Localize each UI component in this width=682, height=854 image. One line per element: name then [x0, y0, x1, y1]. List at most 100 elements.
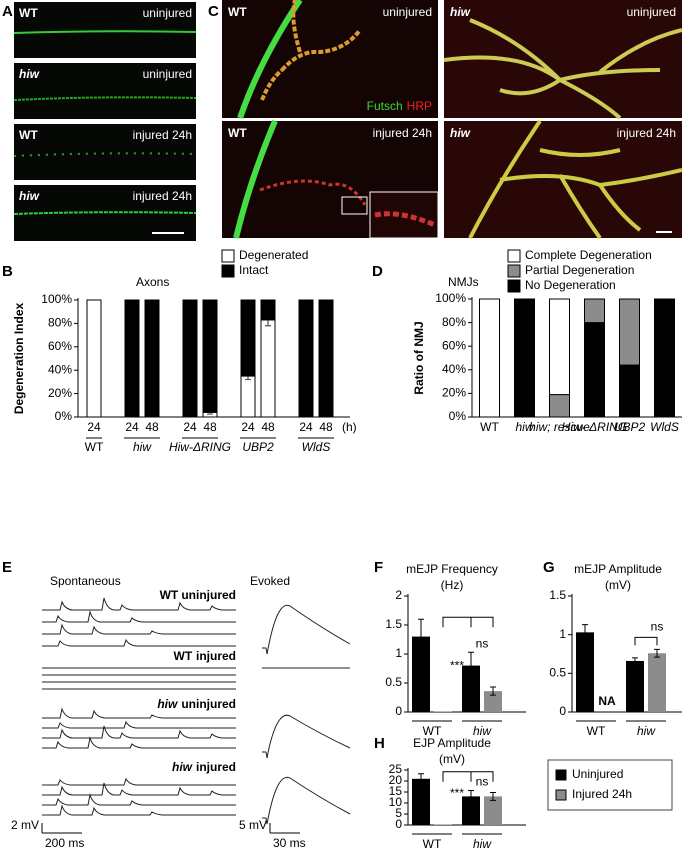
image-genotype: WT [228, 126, 247, 140]
panel-letter: H [374, 735, 385, 752]
image-condition: uninjured [383, 5, 432, 19]
x-tick-label: hiw [473, 837, 492, 851]
x-tick-label: hiw; rescue [529, 420, 590, 434]
trace-group-label: WT uninjured [160, 588, 236, 602]
image-condition: injured 24h [373, 126, 432, 140]
legend-swatch [507, 264, 521, 278]
evoked-trace [262, 604, 351, 655]
x-tick-label: 24 [183, 420, 197, 434]
chart-title: mEJP Amplitude [574, 562, 662, 576]
y-tick-label: 1 [559, 627, 566, 641]
y-tick-label: 60% [442, 338, 466, 352]
bar-segment [514, 298, 535, 418]
condition: injured [196, 649, 236, 663]
y-tick-label: 0% [55, 409, 73, 423]
x-tick-label: WT [423, 724, 442, 738]
x-tick-label: 24 [241, 420, 255, 434]
condition: uninjured [181, 697, 236, 711]
stain-name: HRP [407, 99, 432, 113]
bar [484, 796, 502, 825]
y-tick-label: 0 [395, 817, 402, 831]
image-condition: injured 24h [133, 189, 192, 203]
image-condition: injured 24h [133, 128, 192, 142]
bar-segment [549, 394, 570, 418]
image-genotype: hiw [450, 5, 471, 19]
bar [462, 796, 480, 825]
image-condition: injured 24h [617, 126, 676, 140]
error-bar [632, 657, 638, 665]
error-bar [490, 686, 496, 696]
genotype: WT [160, 588, 179, 602]
x-tick-label: WT [423, 837, 442, 851]
condition: uninjured [181, 588, 236, 602]
x-tick-label: Hiw- ΔRING [562, 420, 627, 434]
panel-letter: B [2, 263, 13, 280]
legend-label: Complete Degeneration [525, 248, 652, 262]
x-tick-label: 48 [319, 420, 333, 434]
condition: injured [196, 760, 236, 774]
scale-amplitude: 5 mV [239, 818, 267, 832]
trace-title: Spontaneous [50, 574, 121, 588]
y-tick-label: 0.5 [549, 666, 566, 680]
y-tick-label: 60% [48, 339, 72, 353]
chart-title: EJP Amplitude [413, 736, 491, 750]
evoked-trace [262, 776, 351, 825]
annotation: ns [651, 620, 664, 634]
trace [42, 638, 236, 647]
group-label: Hiw-ΔRING [169, 440, 231, 454]
bar [576, 632, 594, 712]
annotation: NA [598, 694, 616, 708]
x-tick-label: WT [587, 724, 606, 738]
y-axis-label: Ratio of NMJ [412, 321, 426, 394]
bar [434, 711, 452, 712]
x-tick-label: WT [480, 420, 499, 434]
bar-segment [124, 299, 140, 418]
trace [42, 777, 236, 786]
x-tick-label: 24 [87, 420, 101, 434]
error-bar [582, 624, 588, 641]
bar-segment [619, 298, 640, 366]
legend-swatch [507, 279, 521, 293]
scale-amplitude: 2 mV [11, 818, 39, 832]
bracket [634, 636, 658, 646]
error-bar [468, 651, 474, 680]
stain-name: Futsch [367, 99, 403, 113]
scale-time: 200 ms [45, 836, 84, 850]
bar [648, 653, 666, 712]
scale-time: 30 ms [273, 836, 306, 850]
bar-segment [619, 364, 640, 418]
x-tick-label: 48 [145, 420, 159, 434]
y-tick-label: 10 [389, 795, 403, 809]
genotype: WT [174, 649, 193, 663]
trace [42, 610, 236, 623]
chart-title: mEJP Frequency [406, 562, 498, 576]
y-tick-label: 20% [48, 386, 72, 400]
y-tick-label: 0% [449, 409, 467, 423]
annotation: *** [450, 658, 464, 672]
bracket [442, 616, 494, 628]
trace [42, 804, 236, 816]
trace-title: Evoked [250, 574, 290, 588]
panel-letter: G [543, 559, 555, 576]
y-tick-label: 1.5 [385, 617, 402, 631]
annotation: *** [450, 786, 464, 800]
y-tick-label: 15 [389, 784, 403, 798]
stain-legend: Futsch HRP [367, 99, 432, 113]
genotype: hiw [157, 697, 178, 711]
bar-segment [584, 298, 605, 324]
trace [42, 725, 236, 739]
y-tick-label: 20% [442, 386, 466, 400]
chart-title: Axons [136, 275, 169, 289]
error-bar [490, 791, 496, 801]
error-bar [418, 618, 424, 655]
image-genotype: WT [19, 6, 38, 20]
bar-segment [584, 322, 605, 418]
y-tick-label: 0.5 [385, 675, 402, 689]
error-bar [654, 648, 660, 658]
y-tick-label: 40% [48, 362, 72, 376]
legend-label: Injured 24h [572, 787, 632, 801]
y-tick-label: 40% [442, 362, 466, 376]
y-tick-label: 20 [389, 773, 403, 787]
error-bar [468, 789, 474, 803]
image-condition: uninjured [143, 6, 192, 20]
